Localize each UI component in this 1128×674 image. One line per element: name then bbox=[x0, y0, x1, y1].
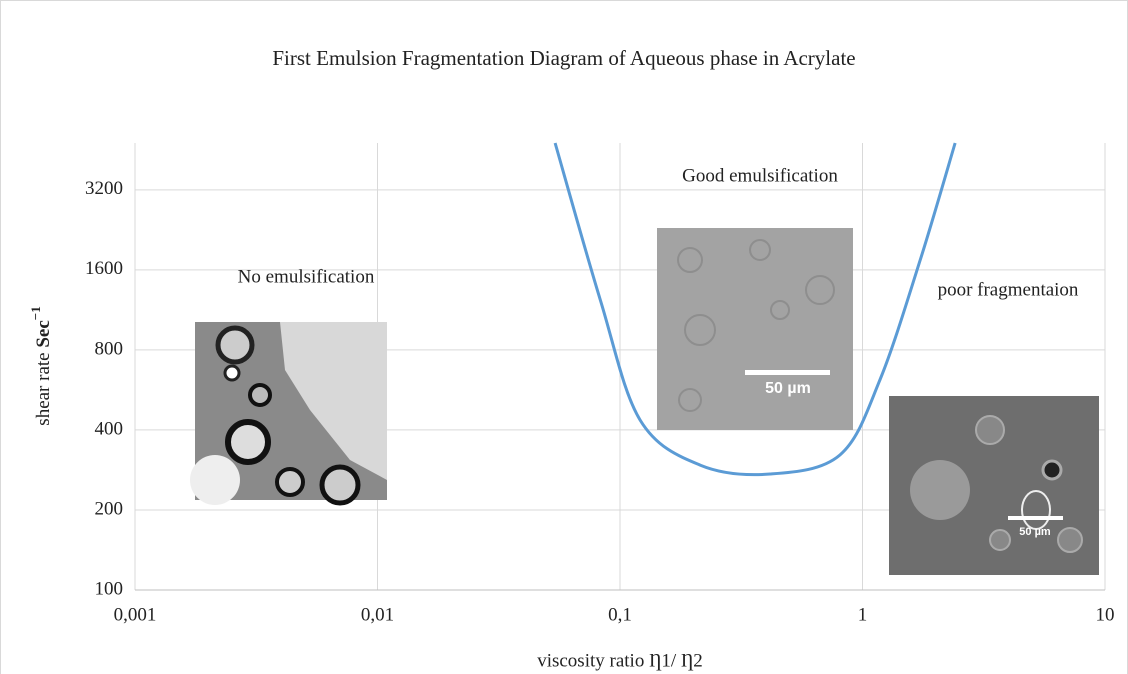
annotation: No emulsification bbox=[238, 266, 375, 287]
scale-bar-label: 50 µm bbox=[1019, 526, 1051, 538]
y-tick-label: 800 bbox=[95, 338, 124, 359]
y-tick-label: 200 bbox=[95, 498, 124, 519]
page: First Emulsion Fragmentation Diagram of … bbox=[0, 0, 1128, 674]
y-label-unit: Sec bbox=[33, 320, 54, 347]
annotation: Good emulsification bbox=[682, 165, 838, 186]
micrograph: 50 µm bbox=[657, 228, 853, 430]
x-axis-label: viscosity ratio Ƞ1/ Ƞ2 bbox=[537, 650, 703, 671]
y-tick-label: 3200 bbox=[85, 178, 123, 199]
scale-bar-label: 50 µm bbox=[765, 380, 811, 397]
x-tick-label: 0,001 bbox=[114, 604, 157, 625]
y-label-text: shear rate bbox=[33, 352, 54, 425]
y-label-exponent: −1 bbox=[28, 306, 43, 320]
x-tick-label: 0,01 bbox=[361, 604, 394, 625]
y-tick-label: 1600 bbox=[85, 258, 123, 279]
chart-title: First Emulsion Fragmentation Diagram of … bbox=[272, 46, 855, 70]
chart: First Emulsion Fragmentation Diagram of … bbox=[0, 0, 1128, 674]
y-tick-label: 400 bbox=[95, 418, 124, 439]
y-tick-label: 100 bbox=[95, 578, 124, 599]
micrograph bbox=[190, 322, 387, 505]
micrograph: 50 µm bbox=[889, 396, 1099, 575]
x-tick-label: 0,1 bbox=[608, 604, 632, 625]
annotation: poor fragmentaion bbox=[938, 279, 1079, 300]
x-tick-label: 10 bbox=[1096, 604, 1115, 625]
x-tick-label: 1 bbox=[858, 604, 868, 625]
